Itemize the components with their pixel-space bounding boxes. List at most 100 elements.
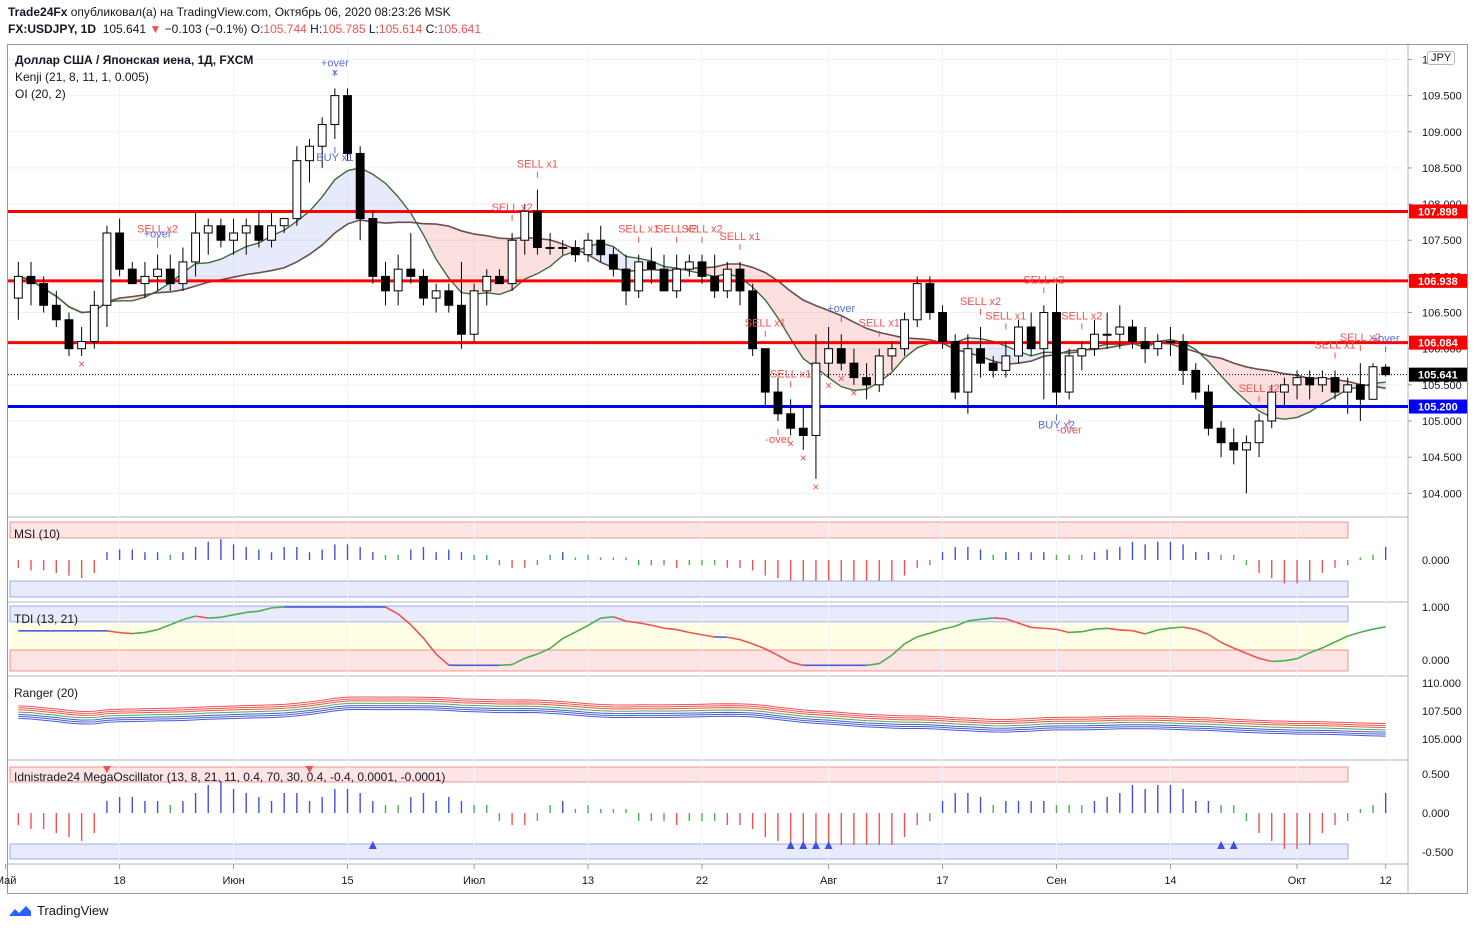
cross-marker: × bbox=[800, 451, 807, 465]
tdi-line-segment bbox=[220, 614, 234, 619]
h-label: H: bbox=[310, 22, 323, 36]
l-label: L: bbox=[368, 22, 379, 36]
candle-body bbox=[722, 268, 732, 292]
chart-frame[interactable] bbox=[7, 44, 1468, 894]
candle-body bbox=[938, 312, 947, 342]
candle-body bbox=[381, 275, 390, 292]
ranger-pane-title: Ranger (20) bbox=[14, 686, 79, 700]
tdi-line-segment bbox=[967, 618, 981, 622]
tdi-line-segment bbox=[1094, 627, 1108, 631]
signal-label: SELL x1 bbox=[719, 231, 760, 243]
candle-body bbox=[216, 225, 226, 241]
candle-body bbox=[431, 290, 441, 299]
time-tick-label: 15 bbox=[341, 875, 353, 887]
cross-marker: × bbox=[838, 371, 845, 385]
candle-body bbox=[89, 304, 99, 342]
tdi-line-segment bbox=[1347, 631, 1361, 637]
kenji-cloud-segment bbox=[398, 196, 411, 223]
candle-body bbox=[140, 275, 150, 285]
candle-body bbox=[444, 290, 454, 306]
tdi-line-segment bbox=[511, 657, 526, 666]
tdi-line-segment bbox=[1334, 635, 1349, 643]
kenji-cloud-segment bbox=[296, 211, 310, 262]
tdi-line-segment bbox=[410, 624, 425, 639]
candle-body bbox=[1191, 369, 1201, 393]
tdi-line-segment bbox=[169, 618, 184, 626]
signal-label: SELL x2 bbox=[960, 296, 1001, 308]
candle-body bbox=[1140, 340, 1150, 350]
candle-body bbox=[735, 268, 745, 292]
price-level-label: 105.641 bbox=[1418, 370, 1458, 382]
signal-label: +over bbox=[144, 229, 172, 241]
o-label: O: bbox=[250, 22, 264, 36]
candle-body bbox=[1343, 384, 1353, 393]
candle-body bbox=[1001, 355, 1011, 371]
candle-body bbox=[1052, 312, 1061, 393]
kenji-cloud-segment bbox=[828, 310, 842, 387]
h-value: 105.785 bbox=[322, 22, 366, 36]
tdi-line-segment bbox=[929, 628, 943, 634]
tdi-line-segment bbox=[1018, 622, 1032, 629]
tdi-line-segment bbox=[954, 620, 969, 627]
tradingview-logo-icon bbox=[9, 905, 31, 916]
kenji-cloud-segment bbox=[448, 226, 462, 293]
tdi-line-segment bbox=[157, 624, 171, 631]
tdi-line-segment bbox=[1157, 627, 1171, 631]
msi-tick-label: 0.000 bbox=[1422, 555, 1450, 567]
tdi-line-segment bbox=[1195, 628, 1209, 636]
signal-label: SELL x2 bbox=[1061, 310, 1102, 322]
tdi-line-segment bbox=[942, 625, 956, 630]
signal-label: SELL x1 bbox=[517, 159, 558, 171]
tdi-line-segment bbox=[1144, 629, 1159, 635]
candle-body bbox=[77, 340, 87, 350]
tradingview-brand[interactable]: TradingView bbox=[8, 903, 109, 918]
tdi-line-segment bbox=[587, 617, 602, 627]
time-tick-label: 18 bbox=[113, 875, 125, 887]
price-level-label: 105.200 bbox=[1418, 402, 1458, 414]
mega-pane-title: Idnistrade24 MegaOscillator (13, 8, 21, … bbox=[14, 770, 446, 784]
candle-body bbox=[849, 362, 859, 379]
tdi-line-segment bbox=[1031, 626, 1044, 630]
tdi-line-segment bbox=[1258, 657, 1272, 663]
tdi-pane-title: TDI (13, 21) bbox=[14, 612, 79, 626]
tdi-line-segment bbox=[600, 616, 614, 619]
ranger-band-line bbox=[18, 709, 1386, 737]
tdi-line-segment bbox=[625, 620, 639, 624]
time-tick-label: Июл bbox=[463, 875, 485, 887]
signal-label: SELL x1 bbox=[770, 368, 811, 380]
candle-body bbox=[1241, 442, 1251, 451]
candle-body bbox=[292, 160, 302, 220]
signal-label: SELL x1 bbox=[859, 318, 900, 330]
candle-body bbox=[925, 283, 935, 314]
candle-body bbox=[279, 218, 289, 227]
signal-label: -over bbox=[765, 434, 790, 446]
cross-marker: × bbox=[812, 480, 819, 494]
candle-body bbox=[697, 261, 707, 277]
currency-badge[interactable]: JPY bbox=[1427, 51, 1456, 65]
mega-tick-label: 0.000 bbox=[1422, 808, 1450, 820]
tdi-tick-label: 0.000 bbox=[1422, 655, 1450, 667]
tdi-line-segment bbox=[208, 616, 221, 619]
candle-body bbox=[165, 268, 175, 285]
mega-lower-zone bbox=[9, 843, 1349, 860]
tdi-line-segment bbox=[790, 661, 804, 667]
candle-body bbox=[1166, 340, 1175, 343]
kenji-cloud-segment bbox=[1221, 358, 1234, 390]
kenji-cloud-segment bbox=[1031, 352, 1044, 362]
signal-label: SELL x2 bbox=[1238, 383, 1279, 395]
tdi-line-segment bbox=[1309, 647, 1323, 654]
candle-body bbox=[545, 246, 555, 249]
tdi-line-segment bbox=[689, 631, 703, 636]
symbol-line: FX:USDJPY, 1D 105.641 ▼ −0.103 (−0.1%) O… bbox=[8, 22, 481, 36]
ranger-tick-label: 107.500 bbox=[1422, 706, 1462, 718]
tdi-line-segment bbox=[1296, 652, 1311, 660]
ranger-band-line bbox=[18, 702, 1386, 731]
tdi-line-segment bbox=[917, 632, 931, 638]
o-value: 105.744 bbox=[263, 22, 307, 36]
kenji-legend: Kenji (21, 8, 11, 1, 0.005) bbox=[15, 70, 149, 84]
ranger-band-line bbox=[18, 707, 1386, 735]
tdi-line-segment bbox=[1069, 630, 1082, 634]
tdi-line-segment bbox=[1182, 626, 1196, 631]
price-level-label: 107.898 bbox=[1418, 206, 1458, 218]
